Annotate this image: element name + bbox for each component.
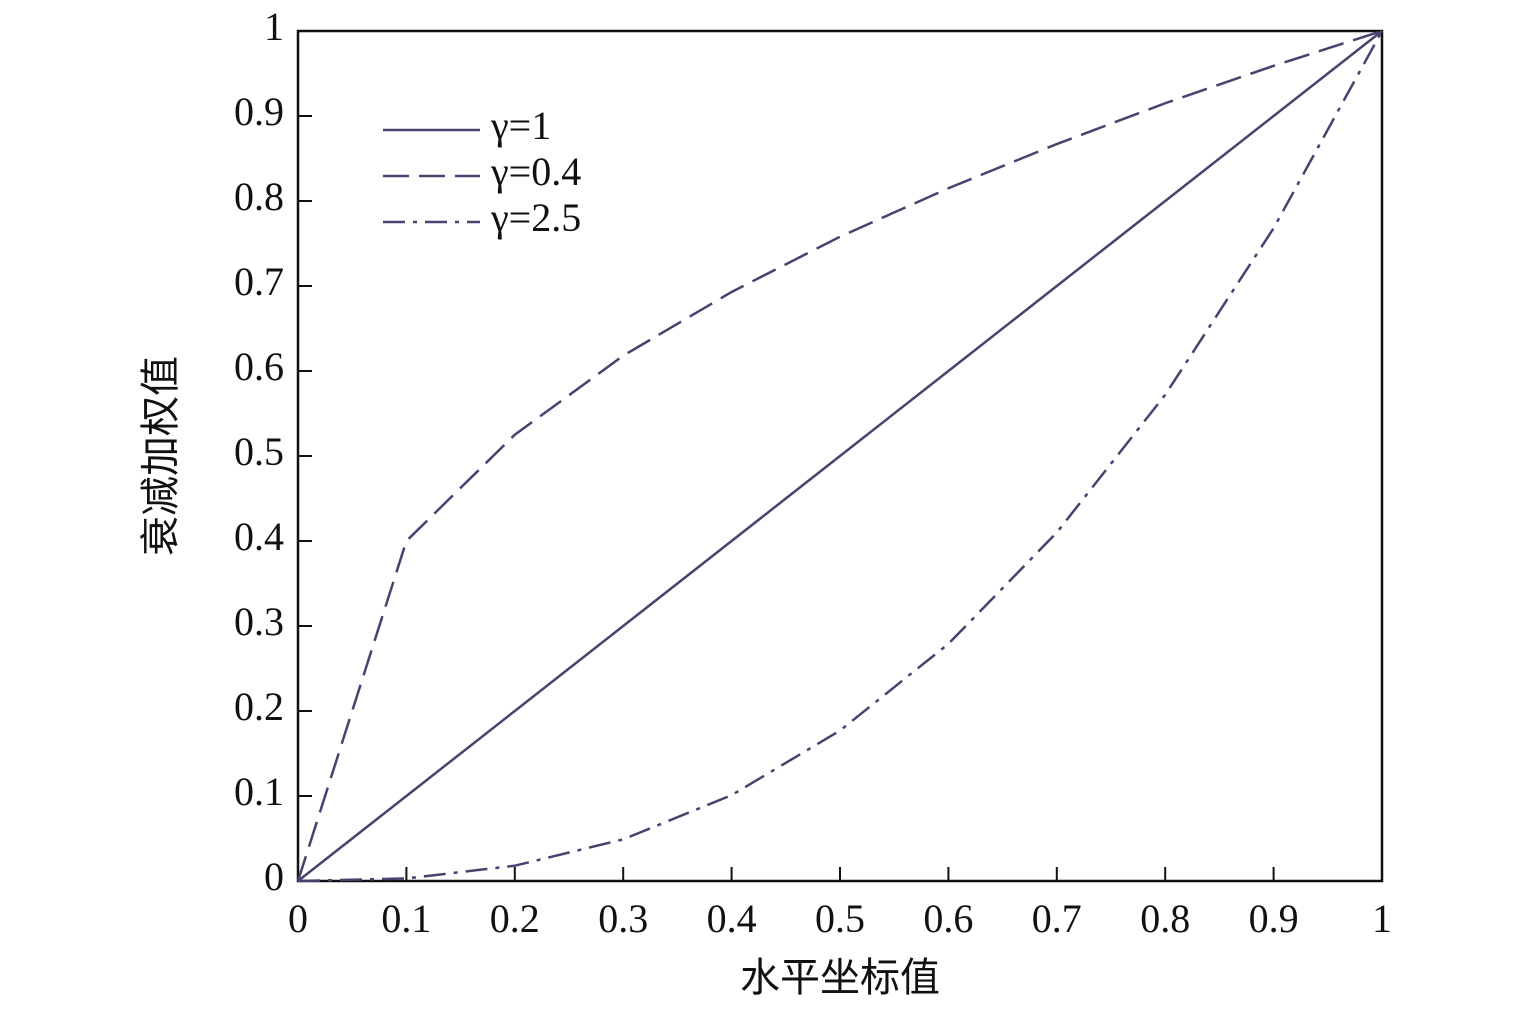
y-tick-label: 0.7 <box>234 259 284 304</box>
x-tick-label: 0.8 <box>1140 896 1190 941</box>
y-tick-label: 0.2 <box>234 684 284 729</box>
series-line <box>297 30 1383 882</box>
y-tick-label: 0.8 <box>234 174 284 219</box>
x-tick-label: 0.7 <box>1032 896 1082 941</box>
y-tick-label: 0.6 <box>234 344 284 389</box>
y-tick-label: 0.1 <box>234 769 284 814</box>
legend-label: γ=2.5 <box>490 195 581 240</box>
y-tick-label: 0.4 <box>234 514 284 559</box>
x-tick-label: 0.4 <box>707 896 757 941</box>
x-tick-label: 0.3 <box>598 896 648 941</box>
x-tick-label: 0.9 <box>1249 896 1299 941</box>
x-tick-label: 1 <box>1372 896 1392 941</box>
y-tick-label: 0 <box>264 854 284 899</box>
y-tick-label: 1 <box>264 4 284 49</box>
legend-label: γ=0.4 <box>490 149 581 194</box>
y-axis-title: 衰减加权值 <box>138 356 183 556</box>
y-tick-label: 0.9 <box>234 89 284 134</box>
series-line <box>296 29 1383 882</box>
x-tick-label: 0.6 <box>923 896 973 941</box>
series-line <box>297 30 1384 883</box>
x-tick-label: 0 <box>288 896 308 941</box>
x-tick-label: 0.5 <box>815 896 865 941</box>
y-tick-label: 0.3 <box>234 599 284 644</box>
x-tick-label: 0.2 <box>490 896 540 941</box>
x-axis-title: 水平坐标值 <box>740 955 940 1000</box>
x-tick-label: 0.1 <box>381 896 431 941</box>
legend-label: γ=1 <box>490 103 551 148</box>
y-tick-label: 0.5 <box>234 429 284 474</box>
